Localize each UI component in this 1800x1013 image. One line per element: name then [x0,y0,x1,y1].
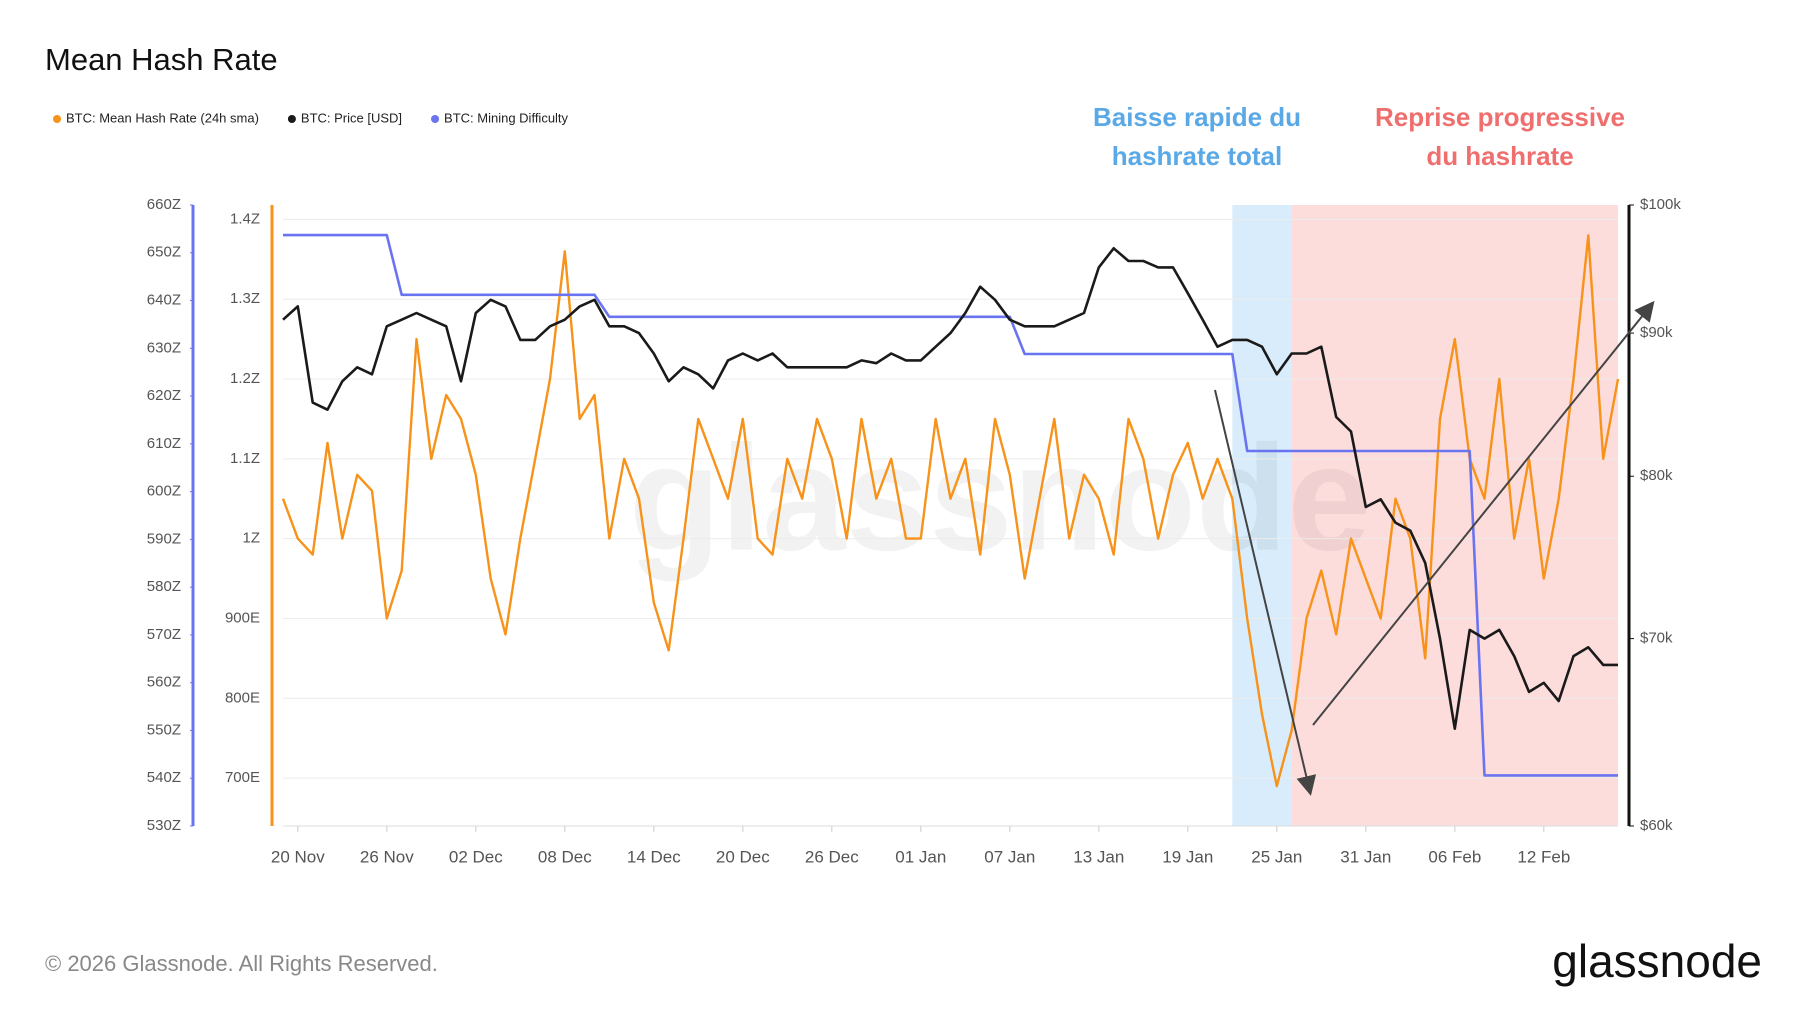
annotation: du hashrate [1426,141,1573,171]
y-tick-label: 1.2Z [230,370,260,387]
x-tick-label: 02 Dec [449,847,503,866]
x-tick-label: 31 Jan [1340,847,1391,866]
logo: glassnode [1552,935,1762,987]
y2-tick-label: $90k [1640,324,1673,341]
y3-tick-label: 550Z [147,721,181,738]
y-tick-label: 700E [225,769,260,786]
x-tick-label: 07 Jan [984,847,1035,866]
legend-marker [287,115,296,123]
annotation: hashrate total [1112,141,1283,171]
x-tick-label: 13 Jan [1073,847,1124,866]
x-tick-label: 25 Jan [1251,847,1302,866]
legend-marker [431,115,440,123]
y3-tick-label: 540Z [147,769,181,786]
y2-tick-label: $70k [1640,630,1673,647]
y3-tick-label: 640Z [147,292,181,309]
axes: 700E 800E 900E 1Z 1.1Z 1.2Z 1.3Z 1.4Z 530Z 540Z 55… [147,196,1682,867]
series-line [282,247,1618,730]
y-tick-label: 800E [225,689,260,706]
x-tick-label: 20 Dec [716,847,770,866]
legend-marker [53,115,61,123]
y3-tick-label: 610Z [147,435,181,452]
y-tick-label: 1Z [242,530,260,547]
series-line [281,234,1620,788]
legend-label: BTC: Mean Hash Rate (24h sma) [66,110,259,125]
y2-tick-label: $60k [1640,817,1673,834]
bands [1232,205,1618,826]
x-tick-label: 08 Dec [538,847,592,866]
y-tick-label: 1.4Z [230,210,260,227]
x-tick-label: 19 Jan [1162,847,1213,866]
x-tick-label: 26 Dec [805,847,859,866]
x-tick-label: 26 Nov [360,847,414,866]
series-line [283,233,1618,777]
legend-label: BTC: Mining Difficulty [444,110,569,125]
y-tick-label: 1.1Z [230,450,260,467]
copyright: © 2026 Glassnode. All Rights Reserved. [45,951,438,976]
y2-tick-label: $80k [1640,467,1673,484]
y3-tick-label: 620Z [147,387,181,404]
y3-tick-label: 650Z [147,244,181,261]
annotation: Reprise progressive [1375,102,1625,132]
x-tick-label: 12 Feb [1517,847,1570,866]
annotation: Baisse rapide du [1093,102,1301,132]
y3-tick-label: 530Z [147,817,181,834]
y3-tick-label: 580Z [147,578,181,595]
y2-tick-label: $100k [1640,196,1681,213]
y3-tick-label: 560Z [147,674,181,691]
legend-label: BTC: Price [USD] [301,110,402,125]
y3-tick-label: 600Z [147,483,181,500]
y3-tick-label: 570Z [147,626,181,643]
y-tick-label: 900E [225,609,260,626]
chart-title: Mean Hash Rate [45,42,278,77]
lines [281,233,1620,788]
trend-arrow-up [1312,300,1655,726]
grid [283,218,1618,779]
x-tick-label: 06 Feb [1428,847,1481,866]
y3-tick-label: 660Z [147,196,181,213]
y3-tick-label: 630Z [147,339,181,356]
x-tick-label: 14 Dec [627,847,681,866]
trend-arrow-down [1214,389,1317,796]
x-tick-label: 01 Jan [895,847,946,866]
y-tick-label: 1.3Z [230,290,260,307]
y3-tick-label: 590Z [147,530,181,547]
highlight-band [1232,205,1292,826]
x-tick-label: 20 Nov [271,847,325,866]
